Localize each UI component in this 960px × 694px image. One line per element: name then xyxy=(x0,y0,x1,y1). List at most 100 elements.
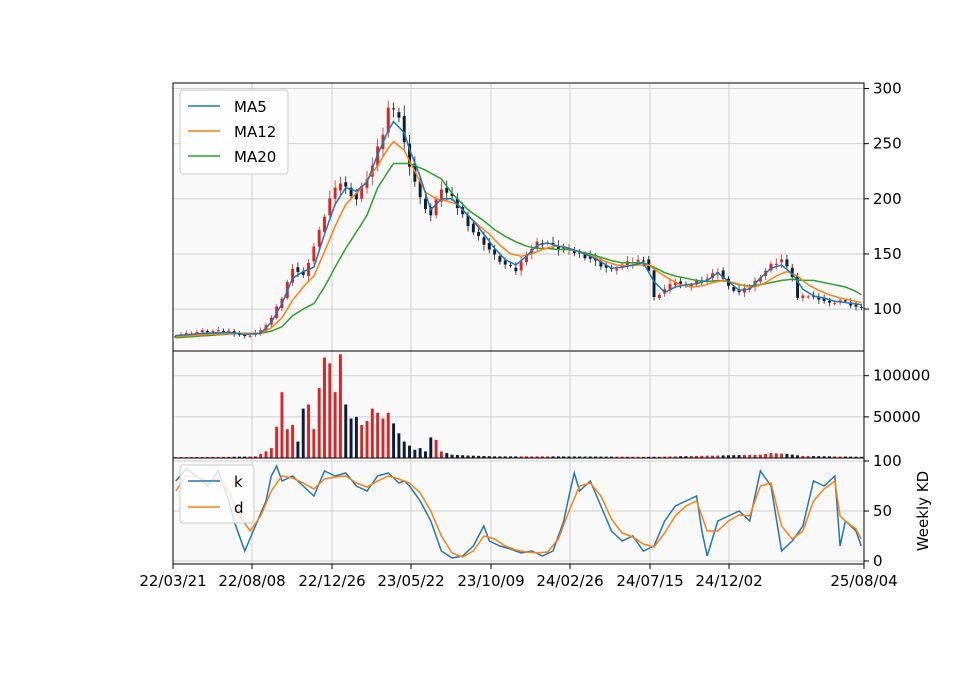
candle-body xyxy=(689,284,693,288)
volume-bar xyxy=(822,456,826,458)
candle xyxy=(174,335,178,338)
candle xyxy=(338,176,342,196)
candle-body xyxy=(785,259,789,267)
volume-bar xyxy=(668,456,672,458)
volume-bar xyxy=(705,455,709,458)
volume-bar xyxy=(386,412,390,458)
price-y-tick-label: 300 xyxy=(873,80,902,98)
volume-bar xyxy=(562,456,566,458)
candle xyxy=(445,180,449,201)
candle xyxy=(806,294,810,299)
candle-body xyxy=(806,296,810,298)
ma12-line xyxy=(175,140,862,338)
candle xyxy=(796,272,800,300)
candle xyxy=(312,242,316,265)
volume-bar xyxy=(641,456,645,458)
volume-bar xyxy=(854,456,858,458)
volume-y-tick-label: 50000 xyxy=(873,408,921,426)
candle xyxy=(349,182,353,201)
candle-body xyxy=(514,267,518,272)
volume-bar xyxy=(556,456,560,458)
candle xyxy=(572,246,576,257)
candle-body xyxy=(439,189,443,202)
candle-body xyxy=(509,264,512,266)
volume-bar xyxy=(275,426,279,458)
candle-body xyxy=(206,331,210,333)
candle xyxy=(822,294,826,304)
volume-bar xyxy=(594,456,598,458)
volume-bar xyxy=(424,451,427,458)
volume-bar xyxy=(764,453,768,458)
kd-y-tick-label: 100 xyxy=(873,452,902,470)
x-tick-label: 22/03/21 xyxy=(139,572,206,590)
volume-bar xyxy=(657,456,661,458)
volume-bar xyxy=(200,456,204,458)
volume-bar xyxy=(392,423,396,458)
volume-bar xyxy=(248,456,252,458)
candle-body xyxy=(615,268,619,271)
candle-body xyxy=(679,281,683,284)
candle-body xyxy=(450,193,454,197)
x-tick-label: 23/10/09 xyxy=(457,572,524,590)
x-tick-label: 24/07/15 xyxy=(616,572,683,590)
volume-bar xyxy=(206,456,210,458)
volume-bar xyxy=(721,455,725,458)
volume-bar xyxy=(535,456,539,458)
candle-body xyxy=(498,256,502,262)
candle-body xyxy=(184,333,188,335)
candle-body xyxy=(291,269,295,283)
volume-bar xyxy=(211,456,215,458)
candle-body xyxy=(604,264,608,268)
candle-body xyxy=(222,331,225,333)
volume-bar xyxy=(328,363,332,458)
candle xyxy=(785,254,789,270)
candle xyxy=(652,267,656,301)
candle-body xyxy=(333,187,337,199)
price-y-tick-label: 200 xyxy=(873,190,902,208)
volume-bar xyxy=(450,454,454,458)
volume-bar xyxy=(806,456,810,458)
volume-bar xyxy=(237,456,241,458)
volume-bar xyxy=(833,456,837,458)
candle-body xyxy=(817,296,821,300)
volume-bar xyxy=(291,425,295,458)
candle xyxy=(801,293,805,302)
kd-legend: k d xyxy=(179,464,255,524)
candle xyxy=(392,102,396,118)
volume-bar xyxy=(610,456,613,458)
candle-body xyxy=(519,261,523,271)
candle xyxy=(354,189,358,206)
volume-bar xyxy=(477,455,481,458)
candle xyxy=(471,220,475,236)
volume-bars xyxy=(174,354,863,458)
volume-bar xyxy=(684,456,688,458)
volume-bar xyxy=(615,456,619,458)
volume-bar xyxy=(711,455,714,458)
candle xyxy=(769,261,773,273)
candle-body xyxy=(493,249,497,255)
volume-bar xyxy=(827,456,831,458)
volume-bar xyxy=(323,357,326,458)
x-tick-label: 23/05/22 xyxy=(377,572,444,590)
volume-bar xyxy=(604,456,608,458)
candle xyxy=(291,263,295,287)
volume-bar xyxy=(376,412,380,458)
candle-body xyxy=(599,261,603,267)
candle xyxy=(519,256,523,276)
legend-d-label: d xyxy=(234,499,244,517)
volume-bar xyxy=(849,456,853,458)
volume-bar xyxy=(716,455,720,458)
candle-body xyxy=(769,263,773,271)
kd-lines xyxy=(175,464,863,559)
volume-bar xyxy=(338,354,342,458)
price-y-tick-label: 100 xyxy=(873,300,902,318)
volume-bar xyxy=(243,456,247,458)
volume-bar xyxy=(503,456,507,458)
volume-bar xyxy=(482,456,486,458)
volume-bar xyxy=(429,437,433,458)
candle-body xyxy=(424,198,427,210)
volume-bar xyxy=(222,456,225,458)
candle-body xyxy=(466,215,470,227)
candle xyxy=(424,194,427,214)
